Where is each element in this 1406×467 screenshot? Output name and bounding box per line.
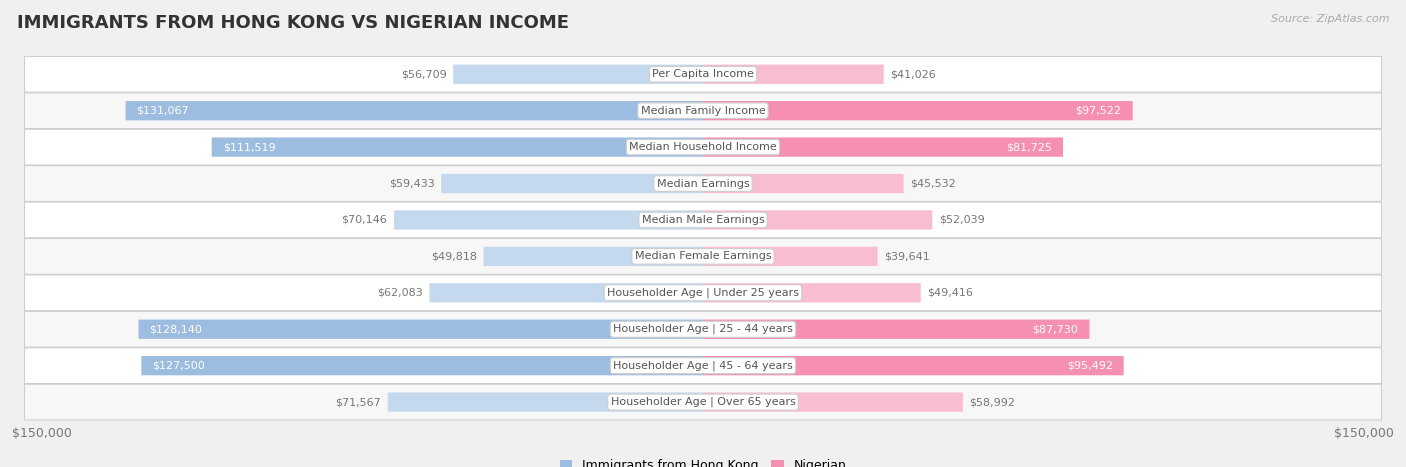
Text: $97,522: $97,522 bbox=[1076, 106, 1122, 116]
Text: $81,725: $81,725 bbox=[1007, 142, 1052, 152]
FancyBboxPatch shape bbox=[24, 93, 1382, 128]
FancyBboxPatch shape bbox=[703, 137, 1063, 157]
FancyBboxPatch shape bbox=[441, 174, 703, 193]
FancyBboxPatch shape bbox=[24, 239, 1382, 274]
Text: Median Earnings: Median Earnings bbox=[657, 178, 749, 189]
FancyBboxPatch shape bbox=[703, 247, 877, 266]
Text: $41,026: $41,026 bbox=[890, 69, 936, 79]
Text: $49,818: $49,818 bbox=[430, 251, 477, 262]
FancyBboxPatch shape bbox=[212, 137, 703, 157]
FancyBboxPatch shape bbox=[703, 64, 884, 84]
FancyBboxPatch shape bbox=[703, 283, 921, 303]
FancyBboxPatch shape bbox=[24, 384, 1382, 420]
Text: Median Male Earnings: Median Male Earnings bbox=[641, 215, 765, 225]
Text: $131,067: $131,067 bbox=[136, 106, 190, 116]
FancyBboxPatch shape bbox=[24, 275, 1382, 311]
FancyBboxPatch shape bbox=[141, 356, 703, 375]
Text: Median Female Earnings: Median Female Earnings bbox=[634, 251, 772, 262]
FancyBboxPatch shape bbox=[703, 101, 1133, 120]
Legend: Immigrants from Hong Kong, Nigerian: Immigrants from Hong Kong, Nigerian bbox=[560, 460, 846, 467]
Text: Median Household Income: Median Household Income bbox=[628, 142, 778, 152]
Text: $62,083: $62,083 bbox=[377, 288, 423, 298]
Text: Source: ZipAtlas.com: Source: ZipAtlas.com bbox=[1271, 14, 1389, 24]
Text: $49,416: $49,416 bbox=[928, 288, 973, 298]
FancyBboxPatch shape bbox=[703, 392, 963, 412]
Text: $71,567: $71,567 bbox=[336, 397, 381, 407]
FancyBboxPatch shape bbox=[394, 210, 703, 230]
FancyBboxPatch shape bbox=[24, 129, 1382, 165]
FancyBboxPatch shape bbox=[24, 57, 1382, 92]
Text: $52,039: $52,039 bbox=[939, 215, 984, 225]
Text: IMMIGRANTS FROM HONG KONG VS NIGERIAN INCOME: IMMIGRANTS FROM HONG KONG VS NIGERIAN IN… bbox=[17, 14, 569, 32]
Text: $95,492: $95,492 bbox=[1067, 361, 1112, 371]
Text: $39,641: $39,641 bbox=[884, 251, 929, 262]
Text: Median Family Income: Median Family Income bbox=[641, 106, 765, 116]
FancyBboxPatch shape bbox=[453, 64, 703, 84]
FancyBboxPatch shape bbox=[703, 174, 904, 193]
Text: $111,519: $111,519 bbox=[222, 142, 276, 152]
Text: $127,500: $127,500 bbox=[152, 361, 205, 371]
FancyBboxPatch shape bbox=[138, 319, 703, 339]
FancyBboxPatch shape bbox=[484, 247, 703, 266]
Text: $45,532: $45,532 bbox=[910, 178, 956, 189]
FancyBboxPatch shape bbox=[125, 101, 703, 120]
Text: $70,146: $70,146 bbox=[342, 215, 388, 225]
Text: Householder Age | Under 25 years: Householder Age | Under 25 years bbox=[607, 288, 799, 298]
Text: $87,730: $87,730 bbox=[1032, 324, 1078, 334]
Text: $56,709: $56,709 bbox=[401, 69, 447, 79]
FancyBboxPatch shape bbox=[24, 202, 1382, 238]
Text: $59,433: $59,433 bbox=[389, 178, 434, 189]
FancyBboxPatch shape bbox=[703, 210, 932, 230]
FancyBboxPatch shape bbox=[24, 166, 1382, 201]
FancyBboxPatch shape bbox=[24, 311, 1382, 347]
Text: Householder Age | 25 - 44 years: Householder Age | 25 - 44 years bbox=[613, 324, 793, 334]
Text: Householder Age | Over 65 years: Householder Age | Over 65 years bbox=[610, 397, 796, 407]
FancyBboxPatch shape bbox=[703, 319, 1090, 339]
Text: Per Capita Income: Per Capita Income bbox=[652, 69, 754, 79]
Text: $128,140: $128,140 bbox=[149, 324, 202, 334]
Text: Householder Age | 45 - 64 years: Householder Age | 45 - 64 years bbox=[613, 361, 793, 371]
FancyBboxPatch shape bbox=[388, 392, 703, 412]
FancyBboxPatch shape bbox=[703, 356, 1123, 375]
FancyBboxPatch shape bbox=[24, 348, 1382, 383]
FancyBboxPatch shape bbox=[429, 283, 703, 303]
Text: $58,992: $58,992 bbox=[970, 397, 1015, 407]
